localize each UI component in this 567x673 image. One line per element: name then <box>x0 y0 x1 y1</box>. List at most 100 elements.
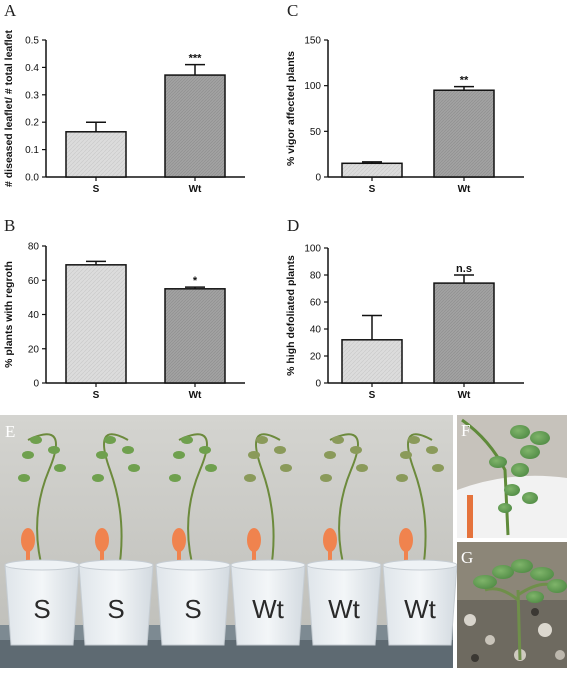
cup-rim <box>4 559 80 571</box>
cup-label: Wt <box>252 594 285 624</box>
y-axis-label: # diseased leaflet/ # total leaflet <box>3 30 15 187</box>
plant-leaf <box>22 451 34 459</box>
plant-stem <box>407 433 433 576</box>
plant-leaf <box>96 451 108 459</box>
category-label: S <box>93 390 100 401</box>
cup-rim <box>155 559 231 571</box>
bar-s <box>341 162 403 178</box>
y-axis-label: % vigor affected plants <box>285 51 297 166</box>
plant-stem <box>255 433 281 576</box>
y-tick-label: 0.4 <box>25 63 39 74</box>
y-tick-label: 60 <box>310 298 322 309</box>
y-tick-label: 80 <box>28 242 40 253</box>
plant-leaf <box>350 446 362 454</box>
bar-s <box>341 339 403 384</box>
bar-wt <box>164 74 226 178</box>
plant-leaf <box>324 451 336 459</box>
y-tick-label: 60 <box>28 276 40 287</box>
plant-leaf <box>280 464 292 472</box>
plant-leaf <box>181 436 193 444</box>
cup-label: S <box>33 594 50 624</box>
plant-leaf <box>205 464 217 472</box>
y-tick-label: 0.0 <box>25 173 39 184</box>
panel-letter-d: D <box>287 216 299 235</box>
bar-wt <box>433 89 495 178</box>
plant-tag <box>323 528 337 552</box>
category-label: Wt <box>458 390 471 401</box>
panel-letter-a: A <box>4 1 17 20</box>
plant-leaf <box>248 451 260 459</box>
cup-4: Wt <box>230 433 306 646</box>
cup-3: S <box>155 433 231 646</box>
chart-panel-c: C 0 50 100 150 % vigor affected plants S ** Wt <box>285 1 524 195</box>
plant-leaf <box>30 436 42 444</box>
category-label: S <box>369 390 376 401</box>
photo-f-stem <box>461 418 510 536</box>
y-tick-label: 0 <box>315 173 321 184</box>
y-tick-label: 0 <box>315 379 321 390</box>
cup-rim <box>306 559 382 571</box>
panel-letter-e: E <box>5 422 15 441</box>
bar-s <box>65 264 127 384</box>
y-tick-label: 100 <box>304 81 321 92</box>
plant-leaf <box>92 474 104 482</box>
significance-label: ** <box>460 75 469 87</box>
cup-label: Wt <box>328 594 361 624</box>
plant-leaf <box>199 446 211 454</box>
y-axis-label: % plants with regroth <box>3 261 15 368</box>
plant-tag <box>399 528 413 552</box>
category-label: S <box>369 184 376 195</box>
plant-leaf <box>426 446 438 454</box>
plant-leaf <box>18 474 30 482</box>
plant-leaf <box>169 474 181 482</box>
y-tick-label: 20 <box>310 352 322 363</box>
plant-stem <box>103 433 129 576</box>
plant-tag <box>247 528 261 552</box>
cup-2: S <box>78 433 154 646</box>
photo-panel-f: F <box>457 415 567 538</box>
plant-leaf <box>122 446 134 454</box>
plant-leaf <box>332 436 344 444</box>
cup-rim <box>230 559 306 571</box>
plant-leaf <box>408 436 420 444</box>
photo-panel-e: S S S Wt Wt Wt E <box>0 415 458 668</box>
plant-leaf <box>274 446 286 454</box>
cup-label: S <box>184 594 201 624</box>
y-tick-label: 20 <box>28 344 40 355</box>
y-tick-label: 100 <box>304 244 321 255</box>
y-tick-label: 80 <box>310 271 322 282</box>
category-label: S <box>93 184 100 195</box>
cup-rim <box>382 559 458 571</box>
cup-label: Wt <box>404 594 437 624</box>
chart-panel-a: A 0.0 0.1 0.2 0.3 0.4 0.5 # diseased leaflet/ #… <box>3 1 245 195</box>
panel-letter-c: C <box>287 1 298 20</box>
plant-leaf <box>244 474 256 482</box>
photo-f-cup <box>457 475 567 538</box>
plant-tag <box>172 528 186 552</box>
significance-label: n.s <box>456 263 472 275</box>
plant-tag <box>21 528 35 552</box>
bar-wt <box>433 282 495 384</box>
y-tick-label: 0.3 <box>25 90 39 101</box>
plant-leaf <box>320 474 332 482</box>
significance-label: *** <box>189 53 203 65</box>
y-tick-label: 150 <box>304 36 321 47</box>
y-tick-label: 0 <box>33 379 39 390</box>
plant-leaf <box>128 464 140 472</box>
significance-label: * <box>193 275 198 287</box>
plant-leaf <box>356 464 368 472</box>
y-tick-label: 0.1 <box>25 145 39 156</box>
plant-leaf <box>173 451 185 459</box>
panel-letter-g: G <box>461 548 473 567</box>
plant-leaf <box>256 436 268 444</box>
cup-label: S <box>107 594 124 624</box>
chart-panel-b: B 0 20 40 60 80 % plants with regroth S * Wt <box>3 216 245 401</box>
category-label: Wt <box>458 184 471 195</box>
cup-row: S S S Wt Wt Wt <box>4 433 458 646</box>
cup-6: Wt <box>382 433 458 646</box>
photo-panel-g: G <box>457 542 567 668</box>
y-tick-label: 0.2 <box>25 118 39 129</box>
plant-leaf <box>396 474 408 482</box>
cup-5: Wt <box>306 433 382 646</box>
